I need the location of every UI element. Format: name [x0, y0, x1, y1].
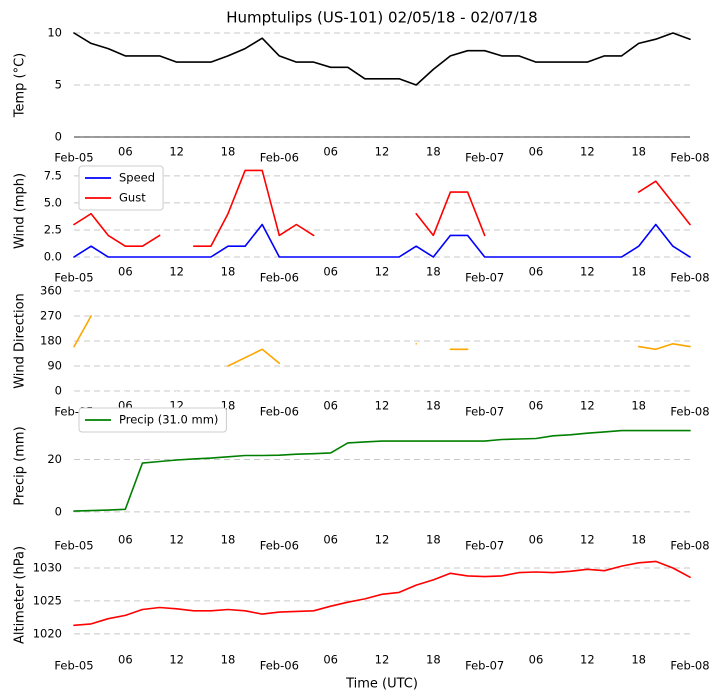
data-line	[73, 169, 691, 247]
legend-label: Speed	[119, 171, 155, 185]
x-axis-label: Time (UTC)	[345, 677, 418, 692]
y-axis-label: Precip (mm)	[13, 426, 28, 505]
legend-label: Gust	[119, 191, 146, 205]
x-tick-label: 12	[580, 653, 595, 667]
x-tick-label: 12	[580, 533, 595, 547]
x-tick-label: 18	[221, 265, 236, 279]
x-tick-label: 12	[169, 265, 184, 279]
legend-label: Precip (31.0 mm)	[119, 413, 218, 427]
x-tick-label: Feb-05	[54, 151, 93, 165]
chart-title: Humptulips (US-101) 02/05/18 - 02/07/18	[226, 9, 537, 27]
data-line	[73, 429, 691, 512]
x-tick-label: 06	[529, 145, 544, 159]
x-tick-label: Feb-07	[465, 659, 504, 673]
y-tick-label: 0	[55, 384, 62, 398]
y-tick-label: 0.0	[44, 250, 62, 264]
x-tick-label: 18	[426, 265, 441, 279]
y-tick-label: 270	[40, 309, 62, 323]
y-tick-label: 1025	[33, 593, 62, 607]
x-tick-label: 18	[631, 265, 646, 279]
x-tick-label: Feb-07	[465, 271, 504, 285]
x-tick-label: 12	[375, 399, 390, 413]
x-tick-label: Feb-08	[670, 405, 709, 419]
x-tick-label: 12	[169, 533, 184, 547]
x-tick-label: 06	[118, 145, 133, 159]
y-axis-label: Altimeter (hPa)	[13, 546, 28, 644]
y-tick-label: 7.5	[44, 168, 62, 182]
x-tick-label: 06	[118, 265, 133, 279]
x-tick-label: 06	[529, 399, 544, 413]
x-tick-label: Feb-05	[54, 271, 93, 285]
x-tick-label: 18	[221, 653, 236, 667]
y-tick-label: 20	[47, 452, 62, 466]
x-tick-label: 18	[426, 145, 441, 159]
x-tick-label: Feb-05	[54, 539, 93, 553]
x-tick-label: 06	[118, 653, 133, 667]
x-tick-label: 06	[323, 145, 338, 159]
y-tick-label: 10	[47, 26, 62, 40]
data-line	[73, 560, 691, 627]
data-line	[73, 315, 691, 367]
data-line	[73, 32, 691, 86]
x-tick-label: Feb-05	[54, 659, 93, 673]
x-tick-label: 12	[375, 265, 390, 279]
x-tick-label: 12	[580, 145, 595, 159]
x-tick-label: Feb-07	[465, 151, 504, 165]
y-tick-label: 0	[55, 504, 62, 518]
y-axis-label: Wind Direction	[13, 293, 28, 389]
x-tick-label: 06	[323, 265, 338, 279]
x-tick-label: Feb-06	[260, 405, 299, 419]
x-tick-label: 12	[375, 653, 390, 667]
y-tick-label: 1020	[33, 626, 62, 640]
x-tick-label: 12	[169, 653, 184, 667]
y-tick-label: 0	[55, 130, 62, 144]
x-tick-label: 12	[580, 399, 595, 413]
x-tick-label: Feb-06	[260, 659, 299, 673]
x-tick-label: 12	[580, 265, 595, 279]
x-tick-label: 18	[426, 399, 441, 413]
x-tick-label: 18	[221, 145, 236, 159]
x-tick-label: Feb-07	[465, 539, 504, 553]
y-axis-label: Wind (mph)	[13, 173, 28, 249]
data-line	[73, 223, 691, 258]
x-tick-label: 12	[375, 533, 390, 547]
legend: Precip (31.0 mm)	[78, 407, 227, 433]
x-tick-label: Feb-08	[670, 151, 709, 165]
y-axis-label: Temp (°C)	[13, 53, 28, 119]
x-tick-label: Feb-07	[465, 405, 504, 419]
x-tick-label: 06	[529, 533, 544, 547]
y-tick-label: 90	[47, 359, 62, 373]
legend-box	[78, 407, 227, 433]
x-tick-label: 18	[631, 399, 646, 413]
legend-box	[78, 165, 164, 211]
y-tick-label: 5	[55, 78, 62, 92]
x-tick-label: Feb-06	[260, 271, 299, 285]
y-tick-label: 360	[40, 284, 62, 298]
x-tick-label: 12	[375, 145, 390, 159]
y-tick-label: 2.5	[44, 222, 62, 236]
x-tick-label: 18	[631, 145, 646, 159]
x-tick-label: 18	[631, 533, 646, 547]
y-tick-label: 180	[40, 334, 62, 348]
x-tick-label: 18	[426, 653, 441, 667]
x-tick-label: 12	[169, 145, 184, 159]
x-tick-label: 18	[221, 533, 236, 547]
x-tick-label: Feb-08	[670, 539, 709, 553]
legend: Speed Gust	[78, 165, 164, 211]
x-tick-label: 06	[323, 653, 338, 667]
y-tick-label: 5.0	[44, 195, 62, 209]
x-tick-label: Feb-08	[670, 659, 709, 673]
x-tick-label: 18	[631, 653, 646, 667]
x-tick-label: 06	[323, 399, 338, 413]
x-tick-label: 06	[529, 265, 544, 279]
x-tick-label: 06	[529, 653, 544, 667]
x-tick-label: Feb-08	[670, 271, 709, 285]
y-tick-label: 1030	[33, 561, 62, 575]
x-tick-label: Feb-06	[260, 151, 299, 165]
x-tick-label: 06	[323, 533, 338, 547]
x-tick-label: 18	[426, 533, 441, 547]
x-tick-label: Feb-06	[260, 539, 299, 553]
x-tick-label: 06	[118, 533, 133, 547]
